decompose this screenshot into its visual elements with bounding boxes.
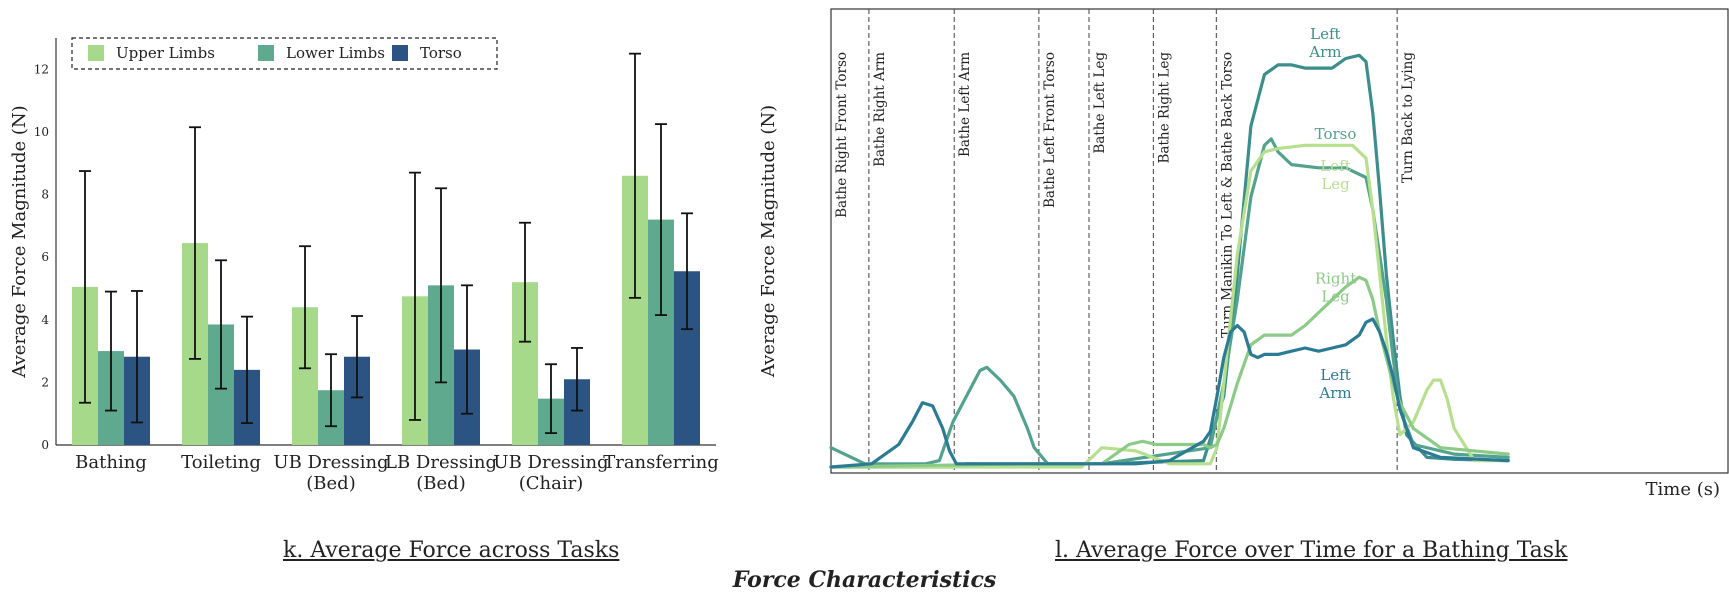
error-bar-upper-limbs-1 xyxy=(189,126,201,360)
error-bar-lower-limbs-0 xyxy=(105,290,117,412)
error-bar-upper-limbs-4 xyxy=(519,221,531,343)
y-axis-label: Average Force Magnitude (N) xyxy=(9,105,30,378)
series-label-line: Arm xyxy=(1308,43,1341,61)
phase-label-bathe-right-leg: Bathe Right Leg xyxy=(1156,52,1172,164)
error-bar-torso-0 xyxy=(131,290,143,424)
error-bar-lower-limbs-5 xyxy=(655,123,667,316)
y-axis-label: Average Force Magnitude (N) xyxy=(760,105,779,378)
plot-frame xyxy=(830,8,1729,474)
bar-chart-caption: k. Average Force across Tasks xyxy=(283,538,620,563)
legend-swatch-torso xyxy=(392,45,408,61)
error-bar-torso-1 xyxy=(241,315,253,424)
y-tick-label: 6 xyxy=(41,250,49,264)
x-tick-label-5: Transferring xyxy=(603,452,719,473)
series-line-torso-1 xyxy=(829,137,1510,466)
legend-label-torso: Torso xyxy=(420,44,462,62)
y-tick-label: 2 xyxy=(41,375,49,389)
series-label-line: Torso xyxy=(1315,125,1357,143)
series-label-left-arm-0: Left Arm xyxy=(1308,25,1341,61)
error-bar-upper-limbs-5 xyxy=(629,52,641,299)
series-label-torso-1: Torso xyxy=(1315,125,1357,143)
error-bar-lower-limbs-2 xyxy=(325,353,337,428)
x-tick-label-line: LB Dressing xyxy=(385,452,497,473)
phase-label-bathe-left-leg: Bathe Left Leg xyxy=(1092,52,1108,154)
x-tick-label-line: UB Dressing xyxy=(493,452,608,473)
x-axis-label: Time (s) xyxy=(1646,479,1721,500)
error-bar-upper-limbs-2 xyxy=(299,245,311,370)
x-tick-label-4: UB Dressing (Chair) xyxy=(493,452,608,494)
phase-label-turn-back-to-lying: Turn Back to Lying xyxy=(1400,52,1416,183)
bar-chart-average-force-across-tasks: 0 2 4 6 8 10 12 Average Force Magnitude (N) Bath… xyxy=(9,37,719,494)
line-chart-y-axis-label-area: Average Force Magnitude (N) xyxy=(760,105,779,378)
series-label-line: Right xyxy=(1315,270,1356,288)
series-label-left-arm-4: Left Arm xyxy=(1318,366,1351,402)
x-tick-label-line: (Bed) xyxy=(306,473,355,494)
series-label-left-leg-2: Left Leg xyxy=(1320,157,1350,193)
x-tick-label-3: LB Dressing (Bed) xyxy=(385,452,497,494)
x-tick-label-line: Bathing xyxy=(75,452,147,473)
series-line-left-arm-4 xyxy=(829,317,1510,469)
phase-label-turn-manikin-to-left-bathe-back-torso: Turn Manikin To Left & Bathe Back Torso xyxy=(1219,52,1235,338)
error-bar-torso-3 xyxy=(461,284,473,415)
figure-title: Force Characteristics xyxy=(732,567,997,593)
y-tick-label: 0 xyxy=(41,438,49,452)
legend-label-lower-limbs: Lower Limbs xyxy=(286,44,385,62)
error-bar-lower-limbs-1 xyxy=(215,259,227,390)
error-bar-torso-5 xyxy=(681,212,693,331)
phase-label-bathe-left-front-torso: Bathe Left Front Torso xyxy=(1042,52,1058,208)
error-bar-lower-limbs-3 xyxy=(435,187,447,384)
error-bar-upper-limbs-0 xyxy=(79,170,91,404)
x-tick-label-0: Bathing xyxy=(75,452,147,473)
y-tick-label: 8 xyxy=(41,188,49,202)
phase-label-bathe-right-front-torso: Bathe Right Front Torso xyxy=(834,52,850,218)
series-label-line: Left xyxy=(1320,366,1350,384)
phase-label-bathe-right-arm: Bathe Right Arm xyxy=(872,52,888,167)
x-tick-label-line: Toileting xyxy=(181,452,261,473)
legend-frame xyxy=(71,37,498,70)
y-tick-label: 10 xyxy=(34,125,49,139)
x-tick-label-line: (Bed) xyxy=(416,473,465,494)
y-tick-label: 12 xyxy=(34,62,49,76)
x-tick-label-line: (Chair) xyxy=(519,473,584,494)
x-tick-label-line: UB Dressing xyxy=(273,452,388,473)
line-chart-caption: l. Average Force over Time for a Bathing… xyxy=(1055,538,1568,563)
y-tick-label: 4 xyxy=(41,313,49,327)
error-bar-torso-2 xyxy=(351,315,363,399)
x-tick-label-2: UB Dressing (Bed) xyxy=(273,452,388,494)
series-label-line: Arm xyxy=(1318,384,1351,402)
series-label-line: Left xyxy=(1310,25,1340,43)
series-label-line: Leg xyxy=(1321,288,1350,306)
series-label-right-leg-3: Right Leg xyxy=(1315,270,1356,306)
series-label-line: Leg xyxy=(1321,175,1350,193)
legend-swatch-upper-limbs xyxy=(88,45,104,61)
x-tick-label-1: Toileting xyxy=(181,452,261,473)
legend-swatch-lower-limbs xyxy=(258,45,274,61)
x-tick-label-line: Transferring xyxy=(603,452,719,473)
series-label-line: Left xyxy=(1320,157,1350,175)
error-bar-torso-4 xyxy=(571,347,583,412)
series-line-right-leg-3 xyxy=(829,275,1510,469)
phase-label-bathe-left-arm: Bathe Left Arm xyxy=(957,52,973,157)
legend-label-upper-limbs: Upper Limbs xyxy=(116,44,215,62)
error-bar-lower-limbs-4 xyxy=(545,363,557,435)
legend: Upper Limbs Lower Limbs Torso xyxy=(71,37,498,70)
error-bar-upper-limbs-3 xyxy=(409,171,421,421)
